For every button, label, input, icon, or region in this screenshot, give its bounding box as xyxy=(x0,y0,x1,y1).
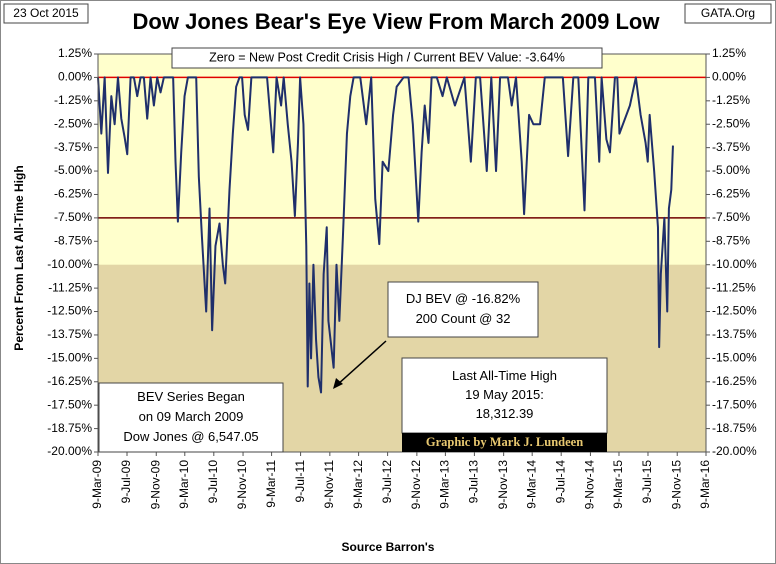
date-box xyxy=(3,3,89,24)
x-axis-label: Source Barron's xyxy=(342,540,435,554)
callout-line: DJ BEV @ -16.82% xyxy=(406,291,521,306)
y2-tick-label: 1.25% xyxy=(712,46,746,60)
y-tick-label: -7.50% xyxy=(54,210,92,224)
y-tick-label: 0.00% xyxy=(58,70,92,84)
x-tick-label: 9-Nov-09 xyxy=(148,460,162,510)
y2-tick-label: -12.50% xyxy=(712,304,757,318)
x-tick-label: 9-Mar-16 xyxy=(698,460,712,509)
y2-tick-label: -8.75% xyxy=(712,233,750,247)
x-tick-label: 9-Jul-11 xyxy=(293,460,307,503)
credit-box xyxy=(402,433,607,452)
y-tick-label: 1.25% xyxy=(58,46,92,60)
y-tick-label: -3.75% xyxy=(54,140,92,154)
y-tick-label: -18.75% xyxy=(47,421,92,435)
chart-title: Dow Jones Bear's Eye View From March 200… xyxy=(133,9,661,34)
x-tick-label: 9-Jul-12 xyxy=(380,460,394,504)
y2-tick-label: -18.75% xyxy=(712,421,757,435)
x-tick-label: 9-Jul-13 xyxy=(467,460,481,504)
x-tick-label: 9-Nov-10 xyxy=(235,460,249,510)
start-note-box xyxy=(98,382,284,453)
start-note-line: Dow Jones @ 6,547.05 xyxy=(123,429,258,444)
data-line xyxy=(97,76,674,394)
x-tick-label: 9-Jul-10 xyxy=(206,460,220,504)
callout-arrow xyxy=(336,340,387,386)
x-tick-label: 9-Nov-13 xyxy=(496,460,510,510)
high-note-line: 19 May 2015: xyxy=(465,387,544,402)
y2-tick-label: -1.25% xyxy=(712,93,750,107)
x-tick-label: 9-Mar-14 xyxy=(524,460,538,509)
date-label: 23 Oct 2015 xyxy=(13,6,79,20)
y2-tick-label: -13.75% xyxy=(712,327,757,341)
y-tick-label: -13.75% xyxy=(47,327,92,341)
y2-tick-label: -17.50% xyxy=(712,397,757,411)
x-tick-label: 9-Jul-09 xyxy=(119,460,133,504)
x-tick-label: 9-Nov-14 xyxy=(583,460,597,510)
x-tick-label: 9-Mar-15 xyxy=(611,460,625,509)
x-tick-label: 9-Nov-15 xyxy=(669,460,683,510)
x-tick-label: 9-Jul-15 xyxy=(640,460,654,504)
callout-box xyxy=(387,281,539,338)
x-tick-label: 9-Mar-10 xyxy=(177,460,191,509)
x-tick-label: 9-Mar-12 xyxy=(351,460,365,509)
high-note-box xyxy=(401,357,608,434)
y-tick-label: -6.25% xyxy=(54,187,92,201)
y2-tick-label: -6.25% xyxy=(712,187,750,201)
x-tick-label: 9-Jul-14 xyxy=(553,460,567,504)
y-tick-label: -2.50% xyxy=(54,116,92,130)
y-tick-label: -11.25% xyxy=(48,280,92,294)
y2-tick-label: -16.25% xyxy=(712,374,757,388)
y2-tick-label: -15.00% xyxy=(712,351,757,365)
note: Zero = New Post Credit Crisis High / Cur… xyxy=(209,50,565,64)
callout-arrowhead xyxy=(333,378,343,389)
y-tick-label: -20.00% xyxy=(47,444,92,458)
y2-tick-label: 0.00% xyxy=(712,70,746,84)
y2-tick-label: -3.75% xyxy=(712,140,750,154)
note-box xyxy=(171,47,603,69)
callout-line: 200 Count @ 32 xyxy=(416,311,511,326)
y2-tick-label: -7.50% xyxy=(712,210,750,224)
y-tick-label: -1.25% xyxy=(54,93,92,107)
y-axis-label: Percent From Last All-Time High xyxy=(12,165,26,350)
y-tick-label: -12.50% xyxy=(47,304,92,318)
x-tick-label: 9-Nov-11 xyxy=(322,460,336,509)
high-note-line: Last All-Time High xyxy=(452,368,557,383)
y2-tick-label: -20.00% xyxy=(712,444,757,458)
site-box xyxy=(684,3,772,24)
start-note-line: BEV Series Began xyxy=(137,389,245,404)
x-tick-label: 9-Mar-09 xyxy=(90,460,104,509)
y-tick-label: -16.25% xyxy=(47,374,92,388)
x-tick-label: 9-Nov-12 xyxy=(409,460,423,510)
y2-tick-label: -2.50% xyxy=(712,116,750,130)
y-tick-label: -15.00% xyxy=(47,351,92,365)
site-label: GATA.Org xyxy=(701,6,755,20)
credit: Graphic by Mark J. Lundeen xyxy=(426,435,583,449)
start-note-line: on 09 March 2009 xyxy=(139,409,244,424)
x-tick-label: 9-Mar-13 xyxy=(438,460,452,509)
y2-tick-label: -11.25% xyxy=(712,280,756,294)
x-tick-label: 9-Mar-11 xyxy=(264,460,278,508)
y-tick-label: -10.00% xyxy=(47,257,92,271)
y-tick-label: -5.00% xyxy=(54,163,92,177)
y2-tick-label: -5.00% xyxy=(712,163,750,177)
y-tick-label: -8.75% xyxy=(54,233,92,247)
y2-tick-label: -10.00% xyxy=(712,257,757,271)
high-note-line: 18,312.39 xyxy=(476,406,534,421)
y-tick-label: -17.50% xyxy=(47,397,92,411)
